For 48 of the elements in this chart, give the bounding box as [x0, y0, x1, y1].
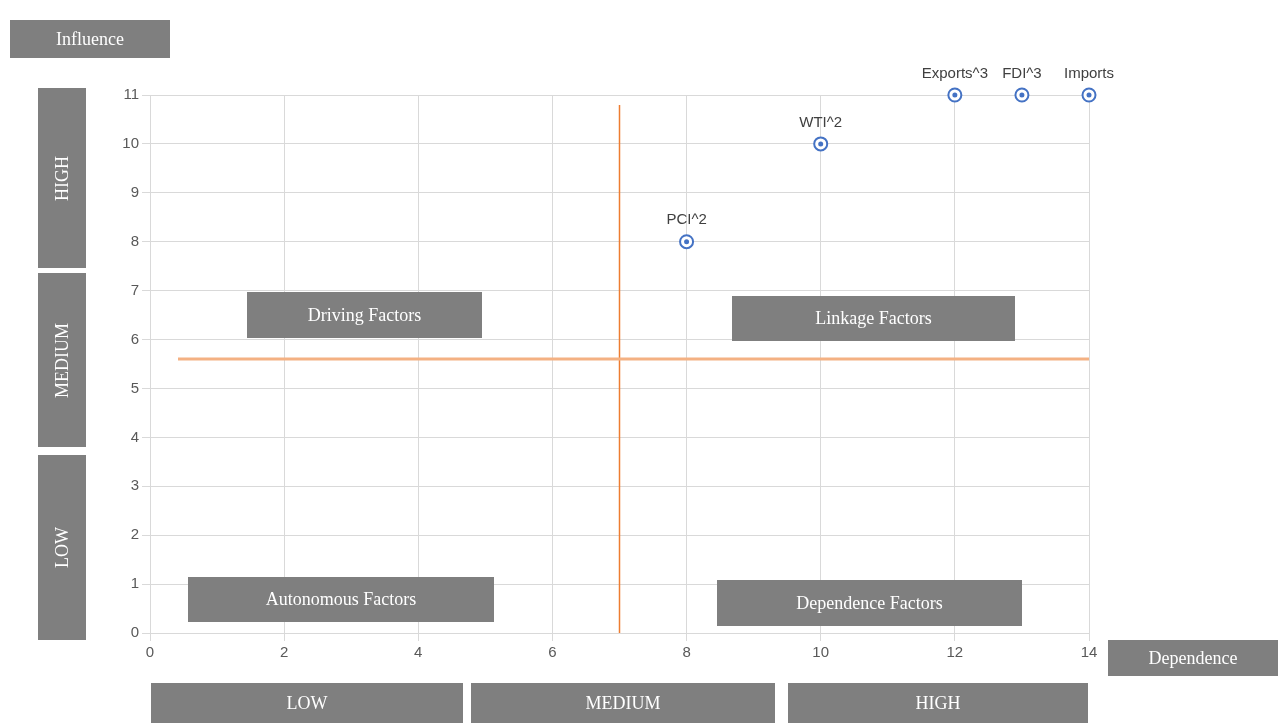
- y-tick-label: 10: [122, 134, 139, 152]
- label-box: Driving Factors: [247, 292, 482, 338]
- x-tick-label: 10: [812, 643, 830, 661]
- y-tick-label: 11: [123, 85, 139, 103]
- annotation: Imports: [1063, 63, 1115, 81]
- annotation: Linkage Factors: [815, 308, 932, 329]
- y-tick-label: 0: [130, 623, 139, 641]
- label-box: Dependence Factors: [717, 580, 1022, 626]
- y-tick-label: 8: [130, 231, 139, 249]
- x-tick-label: 4: [414, 643, 423, 661]
- label-box: HIGH: [38, 88, 86, 268]
- label-box: MEDIUM: [471, 683, 775, 723]
- y-tick-label: 5: [130, 378, 139, 396]
- label-box: LOW: [38, 455, 86, 640]
- x-tick-label: 0: [145, 643, 155, 661]
- x-tick-label: 8: [682, 643, 691, 661]
- label-box: Influence: [10, 20, 170, 58]
- y-tick-label: 1: [130, 574, 139, 592]
- annotation: FDI^3: [1002, 63, 1042, 81]
- annotation: Dependence Factors: [796, 592, 943, 614]
- point: [813, 136, 829, 152]
- annotation: Exports^3: [921, 63, 988, 81]
- y-tick-label: 6: [130, 329, 139, 347]
- annotation: Autonomous Factors: [265, 589, 417, 610]
- label-box: Autonomous Factors: [188, 577, 494, 622]
- point: [1081, 87, 1097, 103]
- label-box: MEDIUM: [38, 273, 86, 447]
- x-tick-label: 6: [548, 643, 557, 661]
- label-box: HIGH: [788, 683, 1088, 723]
- x-tick-label: 12: [946, 643, 964, 661]
- y-axis-title: Influence: [56, 28, 124, 50]
- point: [679, 234, 695, 250]
- label-box: LOW: [151, 683, 463, 723]
- label-box: Linkage Factors: [732, 296, 1015, 341]
- x-axis-title: Dependence: [1148, 647, 1238, 669]
- x-tick-label: 2: [279, 643, 289, 661]
- y-tick-label: 3: [130, 476, 139, 494]
- y-tick-label: 4: [130, 427, 139, 445]
- x-tick-label: 14: [1080, 643, 1098, 661]
- label-box: Dependence: [1108, 640, 1278, 676]
- point: [947, 87, 963, 103]
- y-tick-label: 9: [130, 182, 139, 200]
- annotation: PCI^2: [666, 210, 707, 228]
- annotation: WTI^2: [799, 112, 843, 130]
- y-tick-label: 2: [130, 525, 139, 543]
- point: [1014, 87, 1030, 103]
- y-tick-label: 7: [130, 280, 139, 298]
- annotation: Driving Factors: [307, 304, 422, 326]
